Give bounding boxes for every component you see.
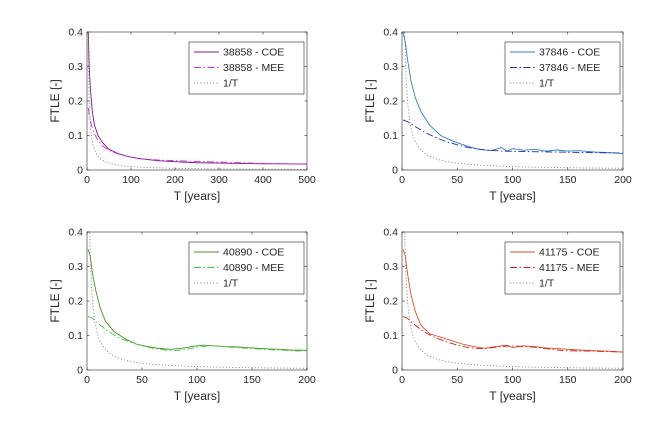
series-group bbox=[87, 32, 307, 170]
legend-label-2: 40890 - MEE bbox=[223, 262, 284, 274]
y-tick-label: 0.4 bbox=[383, 27, 398, 39]
x-tick-label: 0 bbox=[84, 374, 90, 386]
y-tick-label: 0.2 bbox=[68, 96, 83, 108]
x-tick-label: 50 bbox=[451, 174, 463, 186]
series-line-2 bbox=[402, 119, 623, 154]
chart-panel-4: 0 50 100 150 200 0 0.1 0.2 0.3 0.4 T [years] FTLE [… bbox=[363, 227, 632, 404]
y-axis-label: FTLE [-] bbox=[363, 279, 377, 322]
series-group bbox=[402, 232, 623, 369]
series-group bbox=[402, 32, 623, 169]
chart-panel-2: 0 50 100 150 200 0 0.1 0.2 0.3 0.4 T [years] FTLE [… bbox=[363, 27, 632, 204]
legend: 41175 - COE 41175 - MEE 1/T bbox=[504, 241, 621, 295]
legend-box bbox=[504, 41, 621, 95]
x-axis-label: T [years] bbox=[174, 189, 220, 203]
series-line-2 bbox=[402, 316, 623, 353]
x-tick-label: 100 bbox=[504, 374, 522, 386]
legend: 40890 - COE 40890 - MEE 1/T bbox=[188, 241, 305, 295]
legend-label-1: 41175 - COE bbox=[539, 247, 600, 259]
x-tick-label: 200 bbox=[614, 374, 632, 386]
y-axis-label: FTLE [-] bbox=[48, 279, 62, 322]
y-tick-label: 0 bbox=[392, 165, 398, 177]
y-tick-label: 0.2 bbox=[383, 296, 398, 308]
y-tick-label: 0 bbox=[392, 365, 398, 377]
y-tick-label: 0.1 bbox=[68, 330, 83, 342]
legend-box bbox=[504, 241, 621, 295]
y-tick-label: 0.1 bbox=[68, 130, 83, 142]
x-tick-label: 100 bbox=[122, 174, 140, 186]
x-tick-label: 200 bbox=[614, 174, 632, 186]
legend: 37846 - COE 37846 - MEE 1/T bbox=[504, 41, 621, 95]
x-tick-label: 500 bbox=[298, 174, 316, 186]
legend-box bbox=[188, 241, 305, 295]
x-tick-label: 150 bbox=[559, 374, 577, 386]
x-tick-label: 100 bbox=[504, 174, 522, 186]
x-tick-label: 0 bbox=[84, 174, 90, 186]
x-axis-label: T [years] bbox=[489, 389, 535, 403]
x-tick-label: 50 bbox=[451, 374, 463, 386]
legend-label-2: 37846 - MEE bbox=[539, 62, 600, 74]
series-line-3 bbox=[87, 32, 307, 170]
y-tick-label: 0.3 bbox=[68, 61, 83, 73]
legend-label-3: 1/T bbox=[539, 278, 555, 290]
legend-label-2: 38858 - MEE bbox=[223, 62, 284, 74]
x-tick-label: 0 bbox=[399, 374, 405, 386]
legend: 38858 - COE 38858 - MEE 1/T bbox=[188, 41, 305, 95]
x-tick-label: 150 bbox=[243, 374, 261, 386]
y-tick-label: 0 bbox=[77, 365, 83, 377]
chart-panel-3: 0 50 100 150 200 0 0.1 0.2 0.3 0.4 T [years] FTLE [… bbox=[48, 227, 316, 404]
x-tick-label: 100 bbox=[188, 374, 206, 386]
y-tick-label: 0.4 bbox=[383, 227, 398, 239]
x-tick-label: 400 bbox=[254, 174, 272, 186]
y-axis-label: FTLE [-] bbox=[363, 79, 377, 122]
legend-label-3: 1/T bbox=[539, 78, 555, 90]
x-tick-label: 0 bbox=[399, 174, 405, 186]
y-tick-label: 0.1 bbox=[383, 130, 398, 142]
x-tick-label: 50 bbox=[136, 374, 148, 386]
x-tick-label: 150 bbox=[559, 174, 577, 186]
y-tick-label: 0.3 bbox=[383, 61, 398, 73]
chart-panel-1: 0 100 200 300 400 500 0 0.1 0.2 0.3 0.4 T [years] FT… bbox=[48, 27, 316, 204]
x-axis-label: T [years] bbox=[489, 189, 535, 203]
legend-box bbox=[188, 41, 305, 95]
y-axis-label: FTLE [-] bbox=[48, 79, 62, 122]
y-tick-label: 0.1 bbox=[383, 330, 398, 342]
series-line-1 bbox=[402, 32, 623, 154]
y-tick-label: 0.4 bbox=[68, 27, 83, 39]
series-line-2 bbox=[87, 107, 307, 165]
series-line-1 bbox=[87, 249, 307, 351]
y-tick-label: 0.3 bbox=[68, 261, 83, 273]
legend-label-3: 1/T bbox=[223, 278, 239, 290]
legend-label-1: 38858 - COE bbox=[223, 47, 284, 59]
legend-label-1: 37846 - COE bbox=[539, 47, 600, 59]
legend-label-1: 40890 - COE bbox=[223, 247, 284, 259]
y-tick-label: 0 bbox=[77, 165, 83, 177]
y-tick-label: 0.4 bbox=[68, 227, 83, 239]
x-tick-label: 200 bbox=[166, 174, 184, 186]
series-line-2 bbox=[87, 316, 307, 352]
x-tick-label: 300 bbox=[210, 174, 228, 186]
y-tick-label: 0.3 bbox=[383, 261, 398, 273]
y-tick-label: 0.2 bbox=[383, 96, 398, 108]
x-tick-label: 200 bbox=[298, 374, 316, 386]
legend-label-2: 41175 - MEE bbox=[539, 262, 600, 274]
series-line-1 bbox=[402, 249, 623, 353]
y-tick-label: 0.2 bbox=[68, 296, 83, 308]
x-axis-label: T [years] bbox=[174, 389, 220, 403]
legend-label-3: 1/T bbox=[223, 78, 239, 90]
